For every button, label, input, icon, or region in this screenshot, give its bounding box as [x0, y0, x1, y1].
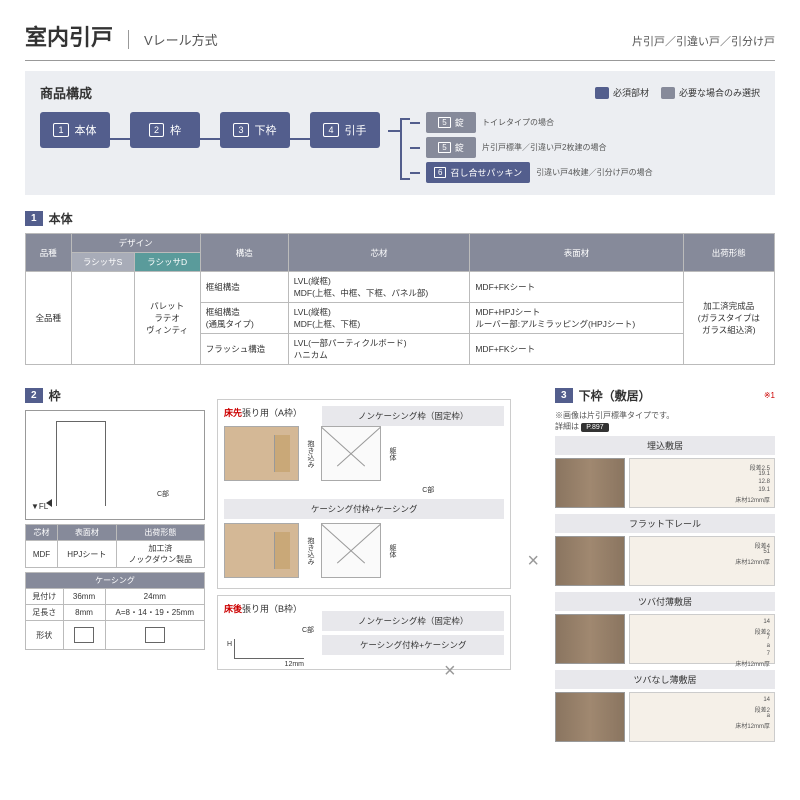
branch-step: 5錠: [426, 137, 476, 158]
flow-step: 3下枠: [220, 112, 290, 148]
rail-cross-section: 段差2.519.112.819.1床材12mm厚: [629, 458, 775, 508]
branch-step: 6召し合せパッキン: [426, 162, 530, 183]
rail-cross-section: 14段差27a7床材12mm厚: [629, 614, 775, 664]
flow-diagram: 1本体2枠3下枠4引手 5錠トイレタイプの場合5錠片引戸標準／引違い戸2枚建の場…: [40, 112, 760, 183]
casing-table: ケーシング 見付け36mm24mm 足長さ8mmA=8・14・19・25mm 形…: [25, 572, 205, 650]
multiply-icon: ×: [440, 660, 460, 683]
rail-photo: [555, 458, 625, 508]
branch-step: 5錠: [426, 112, 476, 133]
frame-spec-table: 芯材表面材出荷形態 MDFHPJシート加工済 ノックダウン製品: [25, 524, 205, 568]
legend: 必須部材 必要な場合のみ選択: [595, 86, 760, 99]
main-title: 室内引戸: [25, 20, 113, 52]
composition-title: 商品構成: [40, 83, 92, 102]
legend-required-swatch: [595, 87, 609, 99]
frame-b-section: 床後張り用（B枠） C部 H 12mm ノンケーシング枠（固定枠） ケーシング付…: [217, 595, 511, 670]
rail-option: 埋込敷居段差2.519.112.819.1床材12mm厚: [555, 436, 775, 508]
flow-step: 4引手: [310, 112, 380, 148]
section-1-head: 1 本体: [25, 210, 775, 227]
section-2-head: 2 枠: [25, 387, 205, 404]
rail-option: フラット下レール段差451床材12mm厚: [555, 514, 775, 586]
section-3-head: 3 下枠（敷居） ※1: [555, 387, 775, 404]
rail-cross-section: 段差451床材12mm厚: [629, 536, 775, 586]
rail-option: ツバ付薄敷居14段差27a7床材12mm厚: [555, 592, 775, 664]
variants: 片引戸／引違い戸／引分け戸: [632, 33, 775, 49]
frame-photo: [224, 523, 299, 578]
spec-table-1: 品種 デザイン 構造 芯材 表面材 出荷形態 ラシッサSラシッサD 全品種パレッ…: [25, 233, 775, 365]
rail-photo: [555, 614, 625, 664]
flow-step: 2枠: [130, 112, 200, 148]
cross-section-icon: [321, 426, 381, 481]
legend-optional-swatch: [661, 87, 675, 99]
rail-option: ツバなし薄敷居14段差2a床材12mm厚: [555, 670, 775, 742]
rail-photo: [555, 692, 625, 742]
sub-title: Vレール方式: [128, 30, 218, 49]
rail-photo: [555, 536, 625, 586]
cross-section-icon: [321, 523, 381, 578]
flow-step: 1本体: [40, 112, 110, 148]
frame-photo: [224, 426, 299, 481]
composition-panel: 商品構成 必須部材 必要な場合のみ選択 1本体2枠3下枠4引手 5錠トイレタイプ…: [25, 71, 775, 195]
page-header: 室内引戸 Vレール方式 片引戸／引違い戸／引分け戸: [25, 20, 775, 61]
frame-a-section: 床先張り用（A枠） ノンケーシング枠（固定枠） 抱き込み 躯体 C部 ケーシング…: [217, 399, 511, 589]
note: ※画像は片引戸標準タイプです。詳細は P.897: [555, 410, 775, 432]
multiply-icon: ×: [523, 550, 543, 573]
frame-diagram: ▼FL C部: [25, 410, 205, 520]
rail-cross-section: 14段差2a床材12mm厚: [629, 692, 775, 742]
